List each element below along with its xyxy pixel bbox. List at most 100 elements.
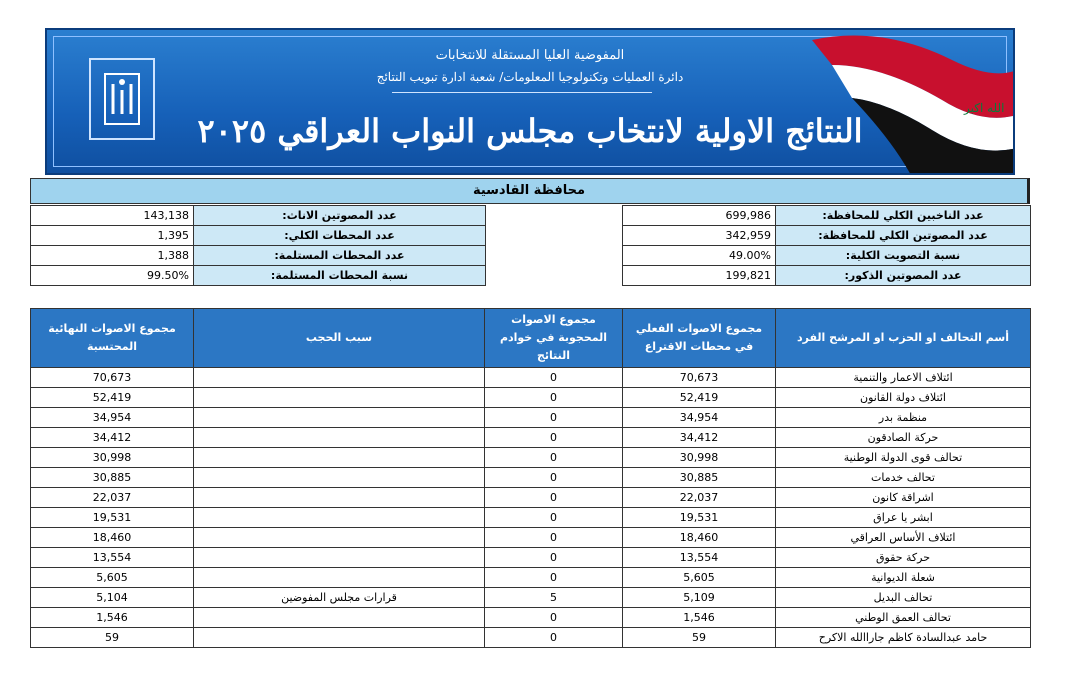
cell: 22,037 <box>30 487 194 508</box>
cell: 30,885 <box>30 467 194 488</box>
party-name: حركة الصادقون <box>775 427 1031 448</box>
cell <box>193 387 485 408</box>
party-name: منظمة بدر <box>775 407 1031 428</box>
stat-label: عدد المصوتين الذكور: <box>775 265 1031 286</box>
party-name: ائتلاف الاعمار والتنمية <box>775 367 1031 388</box>
stat-value: 49.00% <box>622 245 776 266</box>
cell <box>193 627 485 648</box>
stat-row: عدد المحطات المستلمة: 1,388 <box>30 245 486 266</box>
cell: 0 <box>484 367 623 388</box>
stat-value: 1,388 <box>30 245 194 266</box>
cell: 0 <box>484 427 623 448</box>
cell: 22,037 <box>622 487 776 508</box>
stat-value: 143,138 <box>30 205 194 226</box>
cell: 5,104 <box>30 587 194 608</box>
title: النتائج الاولية لانتخاب مجلس النواب العر… <box>197 112 863 150</box>
party-name: ابشر يا عراق <box>775 507 1031 528</box>
result-row: تحالف قوى الدولة الوطنية 30,998 0 30,998 <box>30 447 1031 468</box>
stat-label: عدد المحطات الكلي: <box>193 225 486 246</box>
stat-value: 199,821 <box>622 265 776 286</box>
cell <box>193 367 485 388</box>
cell: 30,998 <box>30 447 194 468</box>
cell: 0 <box>484 387 623 408</box>
cell: 19,531 <box>30 507 194 528</box>
cell: 70,673 <box>30 367 194 388</box>
cell: 5,605 <box>622 567 776 588</box>
cell: 5,109 <box>622 587 776 608</box>
result-row: حركة الصادقون 34,412 0 34,412 <box>30 427 1031 448</box>
cell: 1,546 <box>622 607 776 628</box>
cell: 34,954 <box>30 407 194 428</box>
column-header: سبب الحجب <box>193 308 485 368</box>
cell: 70,673 <box>622 367 776 388</box>
party-name: تحالف قوى الدولة الوطنية <box>775 447 1031 468</box>
cell: 0 <box>484 407 623 428</box>
stat-row: عدد المصوتين الذكور: 199,821 <box>622 265 1031 286</box>
stat-row: عدد المصوتين الاناث: 143,138 <box>30 205 486 226</box>
cell: 0 <box>484 547 623 568</box>
stat-row: نسبة التصويت الكلية: 49.00% <box>622 245 1031 266</box>
cell: 59 <box>622 627 776 648</box>
stat-label: نسبة المحطات المستلمة: <box>193 265 486 286</box>
cell: 30,998 <box>622 447 776 468</box>
header-banner: الله اكبر المفوضية العليا المستقلة للانت… <box>45 28 1015 175</box>
cell: 13,554 <box>30 547 194 568</box>
cell: 59 <box>30 627 194 648</box>
stat-label: عدد الناخبين الكلي للمحافظة: <box>775 205 1031 226</box>
stat-value: 342,959 <box>622 225 776 246</box>
cell: 13,554 <box>622 547 776 568</box>
cell: 52,419 <box>30 387 194 408</box>
stat-value: 99.50% <box>30 265 194 286</box>
divider <box>392 92 652 93</box>
cell <box>193 407 485 428</box>
cell: 34,412 <box>30 427 194 448</box>
cell <box>193 567 485 588</box>
party-name: حركة حقوق <box>775 547 1031 568</box>
stat-label: عدد المصوتين الاناث: <box>193 205 486 226</box>
cell: 1,546 <box>30 607 194 628</box>
flag: الله اكبر <box>812 35 1013 173</box>
cell: 0 <box>484 627 623 648</box>
party-name: تحالف خدمات <box>775 467 1031 488</box>
result-row: ائتلاف دولة القانون 52,419 0 52,419 <box>30 387 1031 408</box>
cell: 34,954 <box>622 407 776 428</box>
cell: 18,460 <box>622 527 776 548</box>
cell: 0 <box>484 507 623 528</box>
logo <box>89 58 155 140</box>
column-header: مجموع الاصوات الفعلي في محطات الاقتراع <box>622 308 776 368</box>
cell <box>193 547 485 568</box>
cell: 18,460 <box>30 527 194 548</box>
cell: 0 <box>484 447 623 468</box>
cell: 0 <box>484 607 623 628</box>
results-table: أسم التحالف او الحزب او المرشح الفرد مجمو… <box>30 308 1031 648</box>
stat-label: عدد المحطات المستلمة: <box>193 245 486 266</box>
province: محافظة القادسية <box>30 178 1030 204</box>
stat-value: 699,986 <box>622 205 776 226</box>
result-row: شعلة الديوانية 5,605 0 5,605 <box>30 567 1031 588</box>
logo-icon <box>104 73 140 125</box>
column-header: مجموع الاصوات النهائية المحتسبة <box>30 308 194 368</box>
stats-left: عدد المصوتين الاناث: 143,138 عدد المحطات ا… <box>30 205 486 286</box>
cell: 52,419 <box>622 387 776 408</box>
department: دائرة العمليات وتكنولوجيا المعلومات/ شعب… <box>376 70 684 84</box>
party-name: ائتلاف دولة القانون <box>775 387 1031 408</box>
result-row: ائتلاف الاعمار والتنمية 70,673 0 70,673 <box>30 367 1031 388</box>
result-row: تحالف البديل 5,109 5 قرارات مجلس المفوضين 5,… <box>30 587 1031 608</box>
party-name: ائتلاف الأساس العراقي <box>775 527 1031 548</box>
result-row: حامد عبدالسادة كاظم جاراالله الاكرح 59 0 59 <box>30 627 1031 648</box>
party-name: تحالف البديل <box>775 587 1031 608</box>
cell: 19,531 <box>622 507 776 528</box>
cell: 0 <box>484 467 623 488</box>
stat-row: عدد المصوتين الكلي للمحافظة: 342,959 <box>622 225 1031 246</box>
cell <box>193 507 485 528</box>
flag-script: الله اكبر <box>963 101 1005 115</box>
cell <box>193 527 485 548</box>
stat-value: 1,395 <box>30 225 194 246</box>
cell: 0 <box>484 487 623 508</box>
cell <box>193 427 485 448</box>
cell: 0 <box>484 567 623 588</box>
cell <box>193 447 485 468</box>
result-row: تحالف خدمات 30,885 0 30,885 <box>30 467 1031 488</box>
stat-label: عدد المصوتين الكلي للمحافظة: <box>775 225 1031 246</box>
